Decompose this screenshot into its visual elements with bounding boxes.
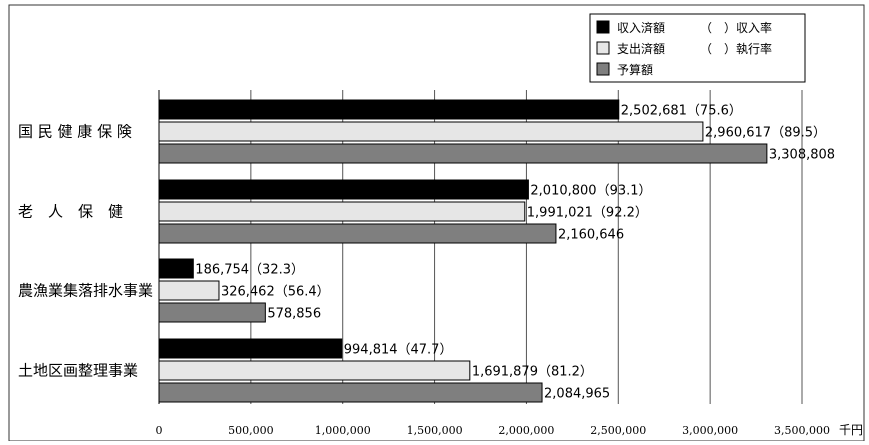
bar bbox=[158, 223, 557, 244]
data-label: 578,856 bbox=[267, 307, 321, 322]
legend-swatch bbox=[596, 62, 610, 76]
x-tick-label: 2,500,000 bbox=[590, 424, 646, 437]
bar bbox=[158, 338, 343, 359]
bar bbox=[158, 201, 526, 222]
category-label: 老 人 保 健 bbox=[18, 203, 123, 221]
x-tick-labels: 0 500,000 1,000,000 1,500,000 2,000,000 2,500… bbox=[156, 424, 830, 437]
legend-rate-label: （ ）執行率 bbox=[700, 41, 772, 56]
x-tick-label: 0 bbox=[156, 424, 163, 437]
legend-swatch bbox=[596, 41, 610, 55]
data-label: 2,010,800（93.1） bbox=[530, 184, 651, 199]
data-label: 1,991,021（92.2） bbox=[527, 206, 648, 221]
category-label: 土地区画整理事業 bbox=[18, 362, 138, 380]
x-tick-label: 3,500,000 bbox=[774, 424, 830, 437]
data-label: 994,814（47.7） bbox=[344, 343, 453, 358]
data-label: 1,691,879（81.2） bbox=[472, 365, 593, 380]
bars bbox=[158, 99, 768, 403]
data-label: 2,960,617（89.5） bbox=[705, 126, 826, 141]
legend-rate-label: （ ）収入率 bbox=[700, 20, 772, 35]
category-label: 農漁業集落排水事業 bbox=[18, 282, 153, 300]
legend-series-name: 予算額 bbox=[617, 62, 653, 77]
x-tick-label: 500,000 bbox=[228, 424, 274, 437]
legend-swatch bbox=[596, 20, 610, 34]
bar bbox=[158, 382, 543, 403]
bar bbox=[158, 302, 266, 323]
data-labels: 2,502,681（75.6） 2,960,617（89.5） 3,308,808 2… bbox=[195, 104, 835, 402]
legend-series-name: 収入済額 bbox=[617, 20, 665, 35]
bar bbox=[158, 99, 620, 120]
data-label: 2,160,646 bbox=[558, 228, 624, 243]
x-tick-label: 1,500,000 bbox=[407, 424, 463, 437]
bar bbox=[158, 280, 220, 301]
bar bbox=[158, 143, 768, 164]
data-label: 2,502,681（75.6） bbox=[621, 104, 742, 119]
category-label: 国 民 健 康 保 険 bbox=[18, 123, 132, 141]
x-tick-label: 3,000,000 bbox=[682, 424, 738, 437]
x-tick-label: 2,000,000 bbox=[498, 424, 554, 437]
data-label: 326,462（56.4） bbox=[221, 285, 330, 300]
bar bbox=[158, 121, 704, 142]
legend-series-name: 支出済額 bbox=[617, 41, 665, 56]
data-label: 3,308,808 bbox=[769, 148, 835, 163]
legend-box bbox=[589, 13, 806, 83]
bar bbox=[158, 258, 194, 279]
data-label: 186,754（32.3） bbox=[195, 263, 304, 278]
bar bbox=[158, 360, 471, 381]
bar bbox=[158, 179, 529, 200]
x-unit-label: 千円 bbox=[839, 423, 863, 437]
x-tick-label: 1,000,000 bbox=[315, 424, 371, 437]
data-label: 2,084,965 bbox=[544, 387, 610, 402]
